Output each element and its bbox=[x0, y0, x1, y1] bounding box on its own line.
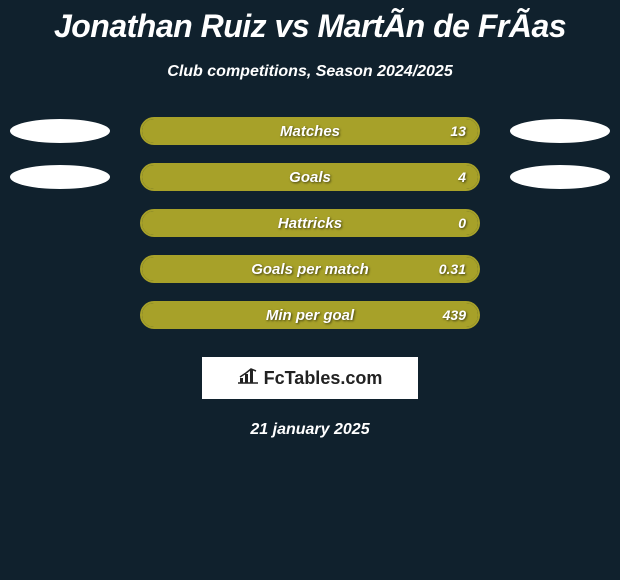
stat-row: Min per goal 439 bbox=[0, 301, 620, 329]
chart-icon bbox=[238, 367, 260, 390]
ellipse-marker-right bbox=[510, 119, 610, 143]
ellipse-marker-left bbox=[10, 119, 110, 143]
stats-area: Matches 13 Goals 4 Hattricks 0 Goals per match… bbox=[0, 117, 620, 329]
date-text: 21 january 2025 bbox=[0, 421, 620, 439]
stat-bar: Matches 13 bbox=[140, 117, 480, 145]
stat-label: Goals bbox=[289, 169, 331, 186]
stat-row: Goals per match 0.31 bbox=[0, 255, 620, 283]
ellipse-marker-right bbox=[510, 165, 610, 189]
stat-bar: Goals 4 bbox=[140, 163, 480, 191]
stat-row: Goals 4 bbox=[0, 163, 620, 191]
stat-label: Matches bbox=[280, 123, 340, 140]
stat-value: 439 bbox=[443, 307, 466, 323]
stat-bar: Hattricks 0 bbox=[140, 209, 480, 237]
stat-row: Hattricks 0 bbox=[0, 209, 620, 237]
logo-text: FcTables.com bbox=[264, 368, 383, 389]
stat-bar: Goals per match 0.31 bbox=[140, 255, 480, 283]
stat-label: Min per goal bbox=[266, 307, 354, 324]
stat-value: 0 bbox=[458, 215, 466, 231]
stat-row: Matches 13 bbox=[0, 117, 620, 145]
stat-value: 13 bbox=[450, 123, 466, 139]
ellipse-marker-left bbox=[10, 165, 110, 189]
main-container: Jonathan Ruiz vs MartÃ­n de FrÃ­as Club … bbox=[0, 0, 620, 439]
stat-label: Goals per match bbox=[251, 261, 369, 278]
subtitle: Club competitions, Season 2024/2025 bbox=[0, 63, 620, 81]
stat-value: 0.31 bbox=[439, 261, 466, 277]
stat-value: 4 bbox=[458, 169, 466, 185]
page-title: Jonathan Ruiz vs MartÃ­n de FrÃ­as bbox=[0, 8, 620, 45]
stat-bar: Min per goal 439 bbox=[140, 301, 480, 329]
logo: FcTables.com bbox=[238, 367, 383, 390]
stat-label: Hattricks bbox=[278, 215, 342, 232]
logo-box: FcTables.com bbox=[202, 357, 418, 399]
